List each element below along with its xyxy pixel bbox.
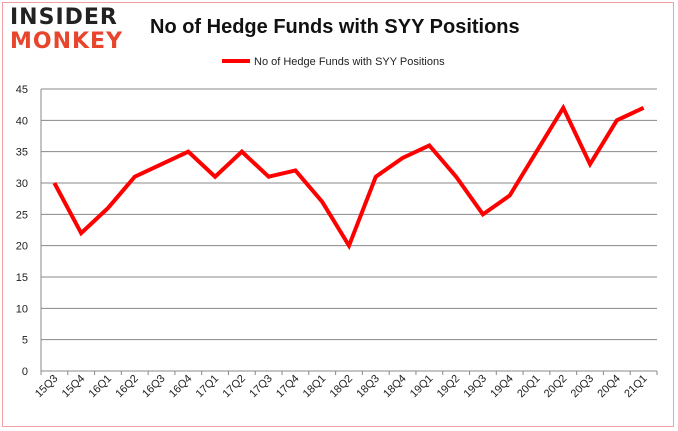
x-tick-label: 20Q1 xyxy=(515,373,543,401)
y-tick-label: 20 xyxy=(16,241,28,253)
x-tick-label: 17Q1 xyxy=(194,373,222,401)
x-tick-label: 17Q2 xyxy=(220,373,248,401)
chart-frame xyxy=(2,2,674,427)
y-tick-label: 10 xyxy=(16,303,28,315)
y-tick-label: 35 xyxy=(16,147,28,159)
y-tick-label: 45 xyxy=(16,84,28,96)
x-tick-label: 15Q4 xyxy=(60,373,88,401)
x-tick-label: 17Q3 xyxy=(247,373,275,401)
x-tick-label: 16Q3 xyxy=(140,373,168,401)
x-tick-label: 21Q1 xyxy=(622,373,650,401)
x-tick-label: 18Q4 xyxy=(381,373,409,401)
x-tick-label: 19Q1 xyxy=(408,373,436,401)
x-tick-label: 20Q3 xyxy=(569,373,597,401)
series-line xyxy=(52,103,645,251)
x-tick-label: 16Q1 xyxy=(87,373,115,401)
y-tick-label: 0 xyxy=(22,366,28,378)
y-tick-label: 40 xyxy=(16,115,28,127)
logo-line2: MONKEY xyxy=(10,29,124,54)
x-tick-label: 19Q4 xyxy=(488,373,516,401)
x-tick-label: 15Q3 xyxy=(33,373,61,401)
x-tick-label: 18Q3 xyxy=(354,373,382,401)
x-tick-label: 18Q1 xyxy=(301,373,329,401)
insider-monkey-logo: INSIDER MONKEY xyxy=(10,6,123,54)
x-tick-label: 20Q4 xyxy=(595,373,623,401)
logo-line1: INSIDER xyxy=(10,5,118,30)
y-tick-label: 25 xyxy=(16,209,28,221)
chart-title: No of Hedge Funds with SYY Positions xyxy=(150,16,520,38)
y-tick-label: 30 xyxy=(16,178,28,190)
x-tick-label: 19Q2 xyxy=(435,373,463,401)
x-tick-label: 16Q4 xyxy=(167,373,195,401)
y-tick-label: 5 xyxy=(22,335,28,347)
x-tick-label: 16Q2 xyxy=(113,373,141,401)
x-tick-label: 18Q2 xyxy=(328,373,356,401)
x-tick-label: 19Q3 xyxy=(462,373,490,401)
x-tick-label: 20Q2 xyxy=(542,373,570,401)
x-tick-label: 17Q4 xyxy=(274,373,302,401)
legend-label: No of Hedge Funds with SYY Positions xyxy=(254,56,445,68)
y-tick-label: 15 xyxy=(16,272,28,284)
